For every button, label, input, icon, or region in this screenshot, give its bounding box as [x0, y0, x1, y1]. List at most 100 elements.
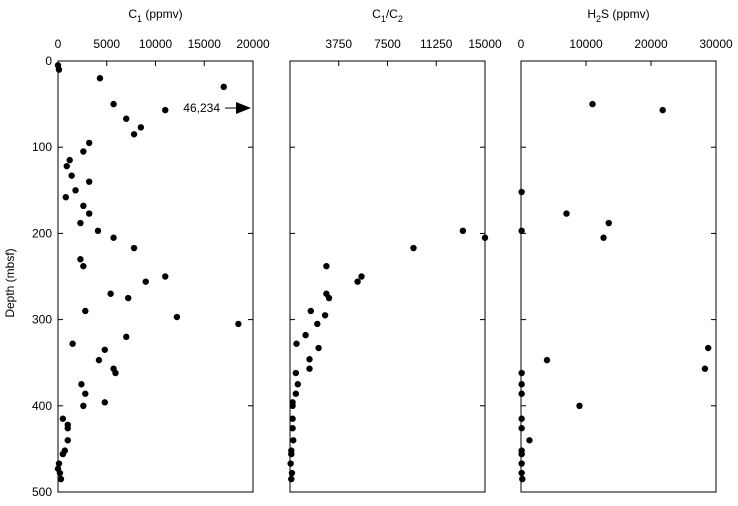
data-point [518, 460, 525, 467]
data-point [125, 294, 132, 302]
data-point [162, 106, 169, 114]
data-point [354, 278, 361, 285]
annotation-label: 46,234 [183, 101, 220, 115]
depth-axis-label: Depth (mbsf) [3, 248, 17, 317]
data-point [235, 320, 242, 328]
data-point [130, 244, 138, 252]
data-point [325, 294, 333, 302]
panel-frame [289, 60, 486, 493]
data-point [112, 369, 119, 377]
data-point [69, 340, 76, 347]
data-point [86, 139, 93, 147]
annotation-arrowhead [236, 102, 251, 115]
data-point [526, 437, 533, 444]
x-tick-label: 3750 [325, 37, 352, 51]
data-point [589, 100, 596, 108]
data-point [64, 437, 71, 444]
data-point [323, 262, 330, 270]
data-point [518, 381, 525, 388]
panel-1: C1 (ppmv) 0 5000 10000 15000 20000 0 100 200 300 4… [32, 7, 270, 499]
y-tick-label: 0 [45, 54, 52, 68]
data-point [302, 331, 309, 339]
data-point [59, 415, 67, 422]
data-point [72, 187, 79, 194]
data-point [315, 344, 322, 352]
data-point [55, 460, 63, 467]
data-point [600, 234, 607, 241]
x-tick-label: 7500 [374, 37, 401, 51]
data-point [55, 66, 63, 73]
data-point [82, 390, 89, 397]
data-point [306, 365, 313, 372]
data-point [63, 162, 70, 170]
data-point [287, 460, 294, 467]
data-point [123, 333, 130, 341]
data-point [563, 210, 570, 217]
data-point [162, 273, 169, 280]
x-tick-label: 0 [55, 37, 62, 51]
data-point [130, 131, 138, 138]
data-point [137, 124, 145, 131]
data-point [107, 290, 114, 297]
data-point [294, 381, 301, 388]
panels: C1 (ppmv) 0 5000 10000 15000 20000 0 100 200 300 4… [32, 7, 733, 499]
data-point [220, 83, 227, 91]
x-tick-label: 0 [518, 37, 525, 51]
data-point [78, 381, 85, 388]
data-point [289, 415, 296, 422]
data-point [306, 356, 313, 363]
data-point [321, 312, 329, 319]
data-point [410, 244, 417, 252]
data-point [518, 369, 525, 377]
x-tick-label: 15000 [188, 37, 222, 51]
y-tick-label: 100 [32, 140, 52, 154]
data-point [80, 402, 87, 409]
data-point [77, 219, 84, 227]
data-point [314, 320, 321, 328]
data-point [705, 344, 712, 352]
data-point [59, 450, 67, 458]
data-point [289, 402, 296, 409]
data-point [95, 356, 103, 364]
data-point [56, 469, 64, 477]
data-point [123, 115, 130, 122]
data-point [481, 234, 489, 241]
data-point [142, 278, 149, 285]
data-point [518, 188, 525, 196]
data-point [68, 172, 75, 179]
y-tick-label: 300 [32, 313, 52, 327]
data-point [518, 415, 525, 422]
panel-frame [57, 60, 254, 493]
data-point [518, 390, 525, 397]
data-point [288, 469, 296, 477]
data-point [101, 346, 109, 353]
data-point [307, 307, 314, 315]
panel-2: C1/C2 3750 7500 11250 15000 [287, 7, 502, 493]
panel-frame [520, 60, 717, 493]
data-point [290, 437, 297, 444]
data-point [62, 193, 69, 201]
data-point [605, 219, 612, 227]
data-point [173, 313, 181, 321]
data-point [293, 340, 300, 347]
x-tick-label: 20000 [236, 37, 270, 51]
data-point [110, 100, 117, 108]
x-tick-label: 5000 [93, 37, 120, 51]
data-point [292, 369, 300, 377]
y-tick-label: 200 [32, 226, 52, 240]
data-point [518, 227, 525, 235]
data-point [289, 425, 296, 432]
x-tick-label: 10000 [139, 37, 173, 51]
data-point [64, 425, 71, 432]
data-point [576, 402, 583, 409]
data-point [459, 227, 467, 235]
data-point [110, 234, 117, 241]
x-tick-label: 15000 [468, 37, 502, 51]
x-tick-label: 10000 [569, 37, 603, 51]
data-point [288, 475, 295, 483]
data-point [518, 450, 525, 458]
data-point [80, 148, 87, 155]
data-point [659, 106, 666, 114]
panel-title: C1 (ppmv) [128, 7, 182, 24]
